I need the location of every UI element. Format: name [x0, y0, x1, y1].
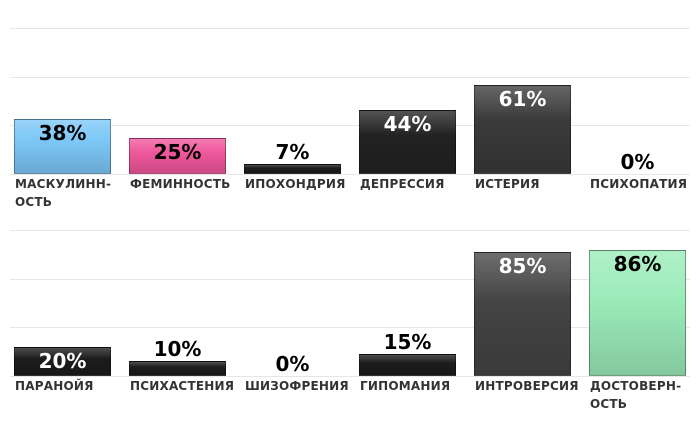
category-label: ПАРАНОЙЯ	[15, 379, 94, 393]
bar	[14, 118, 111, 174]
value-label: 0%	[275, 352, 310, 376]
value-label: 10%	[153, 337, 202, 362]
category-label: ШИЗОФРЕНИЯ	[245, 379, 349, 393]
value-label: 15%	[383, 330, 432, 355]
bar	[474, 251, 571, 376]
grid-line	[10, 376, 690, 377]
value-label: 85%	[498, 253, 547, 278]
category-label: ПСИХОПАТИЯ	[590, 177, 688, 191]
value-label: 7%	[275, 139, 310, 164]
category-label: МАСКУЛИНН- ОСТЬ	[15, 177, 112, 209]
grid-line	[10, 278, 690, 280]
category-label: ДЕПРЕССИЯ	[360, 177, 445, 191]
category-label: ПСИХАСТЕНИЯ	[130, 379, 235, 393]
bar	[359, 109, 456, 174]
grid-line	[10, 125, 690, 127]
grid-line	[10, 28, 690, 29]
grid-line	[10, 230, 690, 231]
bar	[589, 250, 686, 376]
value-label: 38%	[38, 120, 87, 145]
category-label: ИНТРОВЕРСИЯ	[475, 379, 579, 393]
value-label: 0%	[620, 150, 655, 174]
grid-line	[10, 174, 690, 175]
category-label: ГИПОМАНИЯ	[360, 379, 451, 393]
category-label: ФЕМИННОСТЬ	[130, 177, 231, 191]
value-label: 20%	[38, 348, 87, 373]
bar	[129, 361, 226, 376]
grid-line	[10, 327, 690, 329]
value-label: 44%	[383, 111, 432, 136]
value-label: 25%	[153, 139, 202, 164]
category-label: ИПОХОНДРИЯ	[245, 177, 346, 191]
bar	[474, 84, 571, 174]
bar	[244, 163, 341, 174]
bar	[129, 137, 226, 174]
value-label: 86%	[613, 252, 662, 277]
value-label: 61%	[498, 86, 547, 111]
bar	[14, 346, 111, 376]
category-label: ДОСТОВЕРН- ОСТЬ	[590, 379, 682, 411]
grid-line	[10, 76, 690, 78]
bar	[359, 354, 456, 376]
category-label: ИСТЕРИЯ	[475, 177, 540, 191]
